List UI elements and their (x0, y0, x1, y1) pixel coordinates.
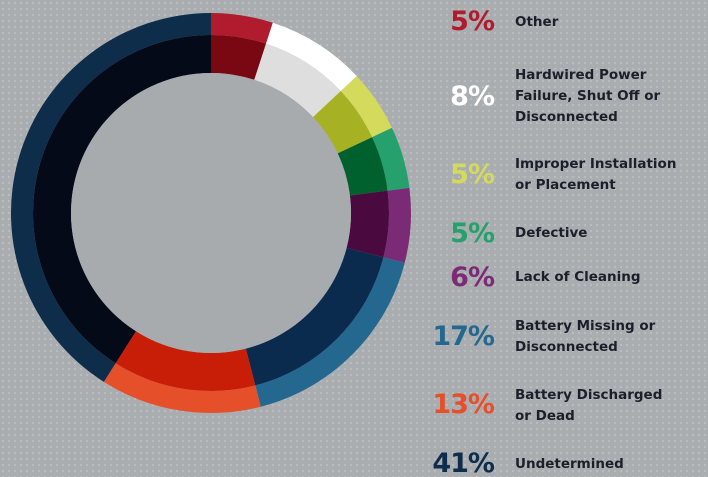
legend-label: Defective (515, 225, 588, 241)
legend-label: Improper Installation or Placement (515, 156, 677, 193)
slice-inner (115, 331, 256, 391)
slice-inner (32, 35, 211, 364)
slice-inner (346, 190, 389, 258)
slice-inner (313, 91, 373, 154)
slice-outer (255, 257, 405, 407)
value-label: 5% (450, 6, 495, 37)
slice-outer (103, 363, 261, 413)
legend-label: Battery Discharged or Dead (515, 387, 663, 424)
value-label: 5% (450, 159, 495, 190)
slice-inner (254, 43, 341, 118)
value-label: 41% (432, 448, 495, 477)
slice-outer (266, 22, 357, 92)
value-label: 17% (432, 321, 495, 352)
legend-label: Undetermined (515, 456, 624, 472)
slice-outer (383, 187, 411, 263)
slice-outer (11, 13, 212, 382)
center (71, 73, 351, 353)
legend-label: Lack of Cleaning (515, 269, 641, 285)
value-label: 6% (450, 262, 495, 293)
value-label: 13% (432, 389, 495, 420)
legend-label: Battery Missing or Disconnected (515, 318, 656, 355)
value-label: 5% (450, 218, 495, 249)
slice-outer (340, 76, 392, 138)
legend-label: Hardwired Power Failure, Shut Off or Dis… (515, 67, 661, 125)
slice-inner (245, 247, 384, 386)
slice-inner (337, 137, 388, 196)
slice-outer (372, 127, 410, 191)
value-label: 8% (450, 81, 495, 112)
slice-outer (211, 13, 273, 44)
slice-inner (211, 35, 267, 80)
legend-label: Other (515, 14, 559, 30)
